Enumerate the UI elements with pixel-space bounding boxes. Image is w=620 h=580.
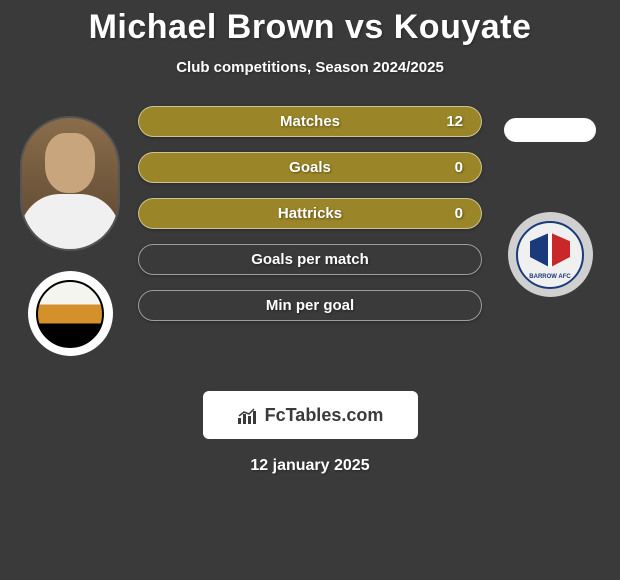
stat-row-goals: Goals 0 — [138, 152, 482, 183]
stat-label: Matches — [280, 113, 340, 130]
chart-icon — [237, 406, 259, 424]
stat-value: 0 — [455, 205, 463, 222]
main-content: Matches 12 Goals 0 Hattricks 0 Goals per… — [0, 106, 620, 356]
page-title: Michael Brown vs Kouyate — [0, 0, 620, 47]
stat-label: Goals — [289, 159, 331, 176]
blank-pill-right — [504, 118, 596, 142]
stat-row-gpm: Goals per match — [138, 244, 482, 275]
stat-row-hattricks: Hattricks 0 — [138, 198, 482, 229]
stat-row-mpg: Min per goal — [138, 290, 482, 321]
stat-value: 12 — [446, 113, 463, 130]
left-column — [10, 106, 130, 356]
stats-column: Matches 12 Goals 0 Hattricks 0 Goals per… — [130, 106, 490, 356]
stat-value: 0 — [455, 159, 463, 176]
stat-label: Min per goal — [266, 297, 354, 314]
club-crest-right — [508, 212, 593, 297]
stat-label: Goals per match — [251, 251, 369, 268]
player-photo-left — [20, 116, 120, 251]
stat-label: Hattricks — [278, 205, 342, 222]
club-crest-left — [28, 271, 113, 356]
stat-row-matches: Matches 12 — [138, 106, 482, 137]
crest-inner-left — [36, 280, 104, 348]
crest-inner-right — [516, 221, 584, 289]
footer-brand-text: FcTables.com — [265, 405, 384, 426]
footer-date: 12 january 2025 — [0, 457, 620, 475]
subtitle: Club competitions, Season 2024/2025 — [0, 59, 620, 76]
right-column — [490, 106, 610, 356]
footer-brand-logo: FcTables.com — [203, 391, 418, 439]
